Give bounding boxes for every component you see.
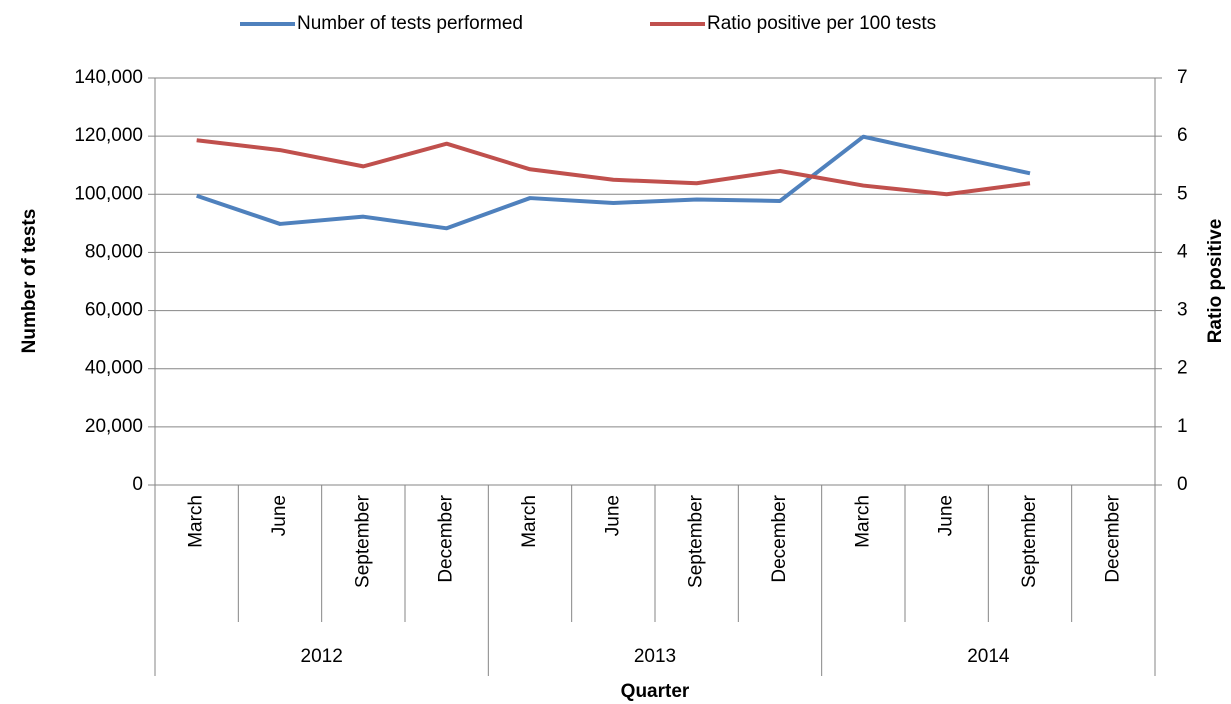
x-tick-label: September [686, 494, 707, 588]
x-tick-label: September [1019, 494, 1040, 588]
y2-axis-title: Ratio positive [1205, 219, 1226, 344]
x-tick-label: March [852, 495, 873, 548]
y2-tick-label: 2 [1177, 358, 1188, 379]
line-series [196, 134, 1031, 231]
x-axis-title: Quarter [621, 681, 690, 702]
x-tick-label: March [186, 495, 207, 548]
x-tick-label: December [436, 494, 457, 582]
y-tick-label: 120,000 [74, 125, 143, 146]
line-series [196, 138, 1031, 197]
y-tick-label: 80,000 [85, 241, 143, 262]
x-tick-label: June [269, 495, 290, 536]
y-tick-label: 140,000 [74, 67, 143, 88]
y2-tick-label: 3 [1177, 300, 1188, 321]
y2-tick-label: 5 [1177, 183, 1188, 204]
y2-tick-label: 1 [1177, 416, 1188, 437]
y2-tick-label: 4 [1177, 241, 1188, 262]
y2-tick-label: 0 [1177, 474, 1188, 495]
x-group-label: 2014 [967, 646, 1010, 667]
x-tick-label: June [602, 495, 623, 536]
legend-label: Number of tests performed [297, 13, 523, 34]
y-tick-label: 100,000 [74, 183, 143, 204]
x-tick-label: December [769, 494, 790, 582]
x-group-label: 2013 [634, 646, 676, 667]
x-tick-label: June [936, 495, 957, 536]
y-tick-label: 0 [132, 474, 143, 495]
legend-label: Ratio positive per 100 tests [707, 13, 936, 34]
x-tick-label: March [519, 495, 540, 548]
y-tick-label: 20,000 [85, 416, 143, 437]
x-tick-label: September [352, 494, 373, 588]
x-group-label: 2012 [301, 646, 343, 667]
y-tick-label: 40,000 [85, 358, 143, 379]
y2-tick-label: 7 [1177, 67, 1188, 88]
x-tick-label: December [1102, 494, 1123, 582]
y-axis-title: Number of tests [19, 209, 40, 354]
y-tick-label: 60,000 [85, 300, 143, 321]
y2-tick-label: 6 [1177, 125, 1188, 146]
